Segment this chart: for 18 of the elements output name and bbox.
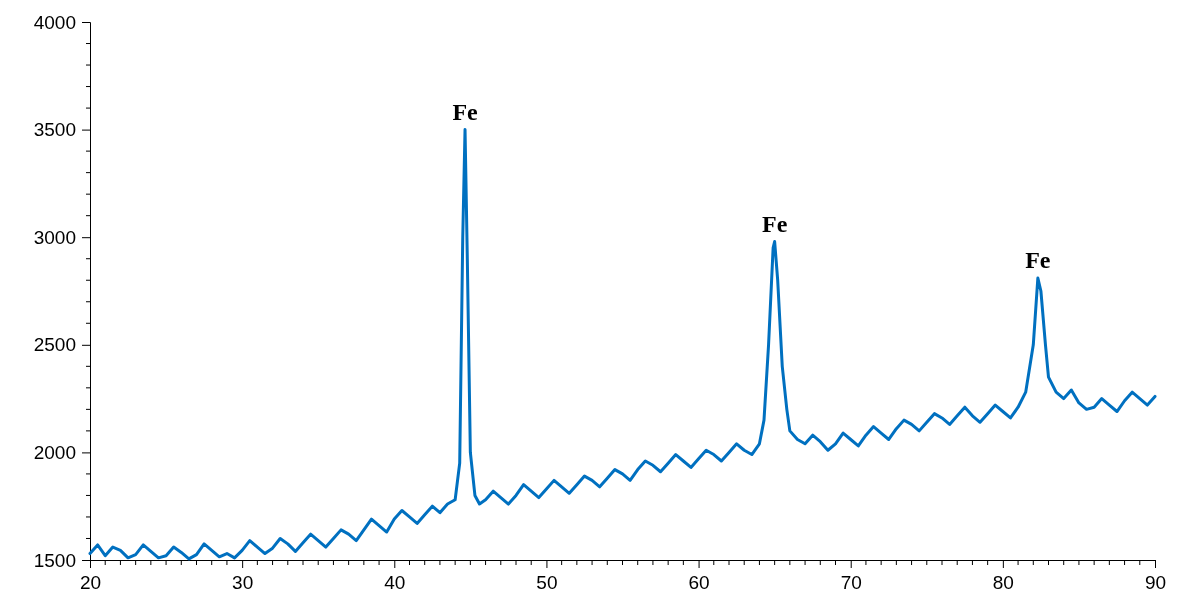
x-tick-label: 80 [992, 572, 1014, 594]
y-tick-label: 2500 [33, 334, 76, 356]
y-tick-label: 4000 [33, 11, 76, 33]
x-tick-label: 50 [536, 572, 558, 594]
annotation: Fe [761, 210, 788, 237]
x-tick-label: 30 [232, 572, 254, 594]
x-tick-label: 60 [688, 572, 710, 594]
y-tick-label: 3000 [33, 226, 76, 248]
x-tick-label: 20 [79, 572, 102, 594]
y-tick-label: 1500 [33, 549, 76, 571]
x-tick-label: 40 [384, 572, 406, 594]
annotation: Fe [1025, 247, 1051, 274]
annotation: Fe [452, 98, 479, 125]
y-tick-label: 3500 [33, 119, 76, 141]
x-tick-label: 70 [840, 572, 862, 594]
y-tick-label: 2000 [33, 441, 76, 463]
line-series [88, 128, 1157, 561]
x-tick-label: 90 [1144, 572, 1167, 594]
